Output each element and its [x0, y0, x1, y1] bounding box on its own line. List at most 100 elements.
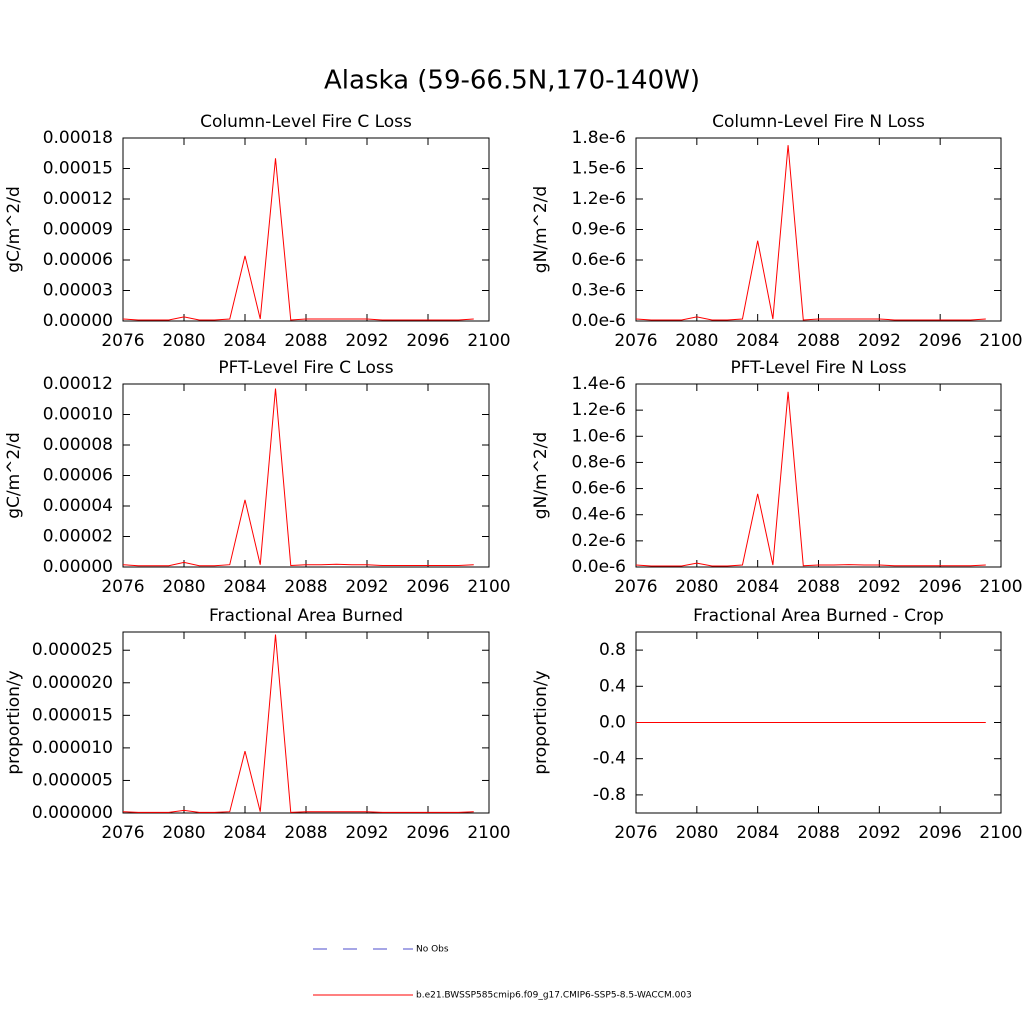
y-tick-label: 0.9e-6	[572, 220, 626, 240]
data-line	[122, 634, 474, 813]
y-tick-label: 0.6e-6	[572, 250, 626, 270]
x-tick-label: 2084	[736, 331, 779, 351]
x-tick-label: 2100	[467, 331, 510, 351]
x-tick-label: 2096	[919, 577, 962, 597]
y-tick-label: 0.00006	[43, 250, 113, 270]
x-tick-label: 2080	[675, 577, 718, 597]
y-axis-label: proportion/y	[4, 670, 24, 774]
x-tick-label: 2096	[919, 331, 962, 351]
x-tick-label: 2084	[736, 823, 779, 843]
y-tick-label: 0.00000	[43, 311, 113, 331]
x-tick-label: 2080	[675, 823, 718, 843]
x-tick-label: 2100	[979, 577, 1022, 597]
x-tick-label: 2100	[467, 823, 510, 843]
x-tick-label: 2092	[858, 823, 901, 843]
x-tick-label: 2080	[162, 331, 205, 351]
y-tick-label: 0.00004	[43, 496, 113, 516]
y-tick-label: 0.000000	[32, 803, 113, 823]
panel-title: Column-Level Fire C Loss	[200, 112, 412, 132]
x-tick-label: 2092	[345, 331, 388, 351]
x-tick-label: 2100	[467, 577, 510, 597]
x-tick-label: 2076	[101, 331, 144, 351]
y-axis-label: gC/m^2/d	[4, 432, 24, 519]
y-tick-label: 0.0e-6	[572, 311, 626, 331]
y-tick-label: 0.00015	[43, 159, 113, 179]
x-tick-label: 2088	[284, 823, 327, 843]
y-tick-label: 0.00003	[43, 281, 113, 301]
panel-title: Column-Level Fire N Loss	[712, 112, 925, 132]
y-tick-label: 0.00010	[43, 405, 113, 425]
x-tick-label: 2076	[614, 823, 657, 843]
x-tick-label: 2088	[284, 577, 327, 597]
y-tick-label: 0.00008	[43, 435, 113, 455]
y-tick-label: -0.8	[593, 785, 626, 805]
y-tick-label: 1.5e-6	[572, 159, 626, 179]
data-line	[635, 145, 986, 321]
x-tick-label: 2092	[345, 577, 388, 597]
legend-label: No Obs	[416, 945, 449, 955]
y-tick-label: 0.8	[599, 640, 626, 660]
legend-label: b.e21.BWSSP585cmip6.f09_g17.CMIP6-SSP5-8…	[416, 991, 692, 1001]
panel-title: PFT-Level Fire N Loss	[730, 358, 906, 378]
data-line	[122, 388, 474, 567]
y-tick-label: 0.00002	[43, 527, 113, 547]
x-tick-label: 2092	[858, 577, 901, 597]
x-tick-label: 2084	[736, 577, 779, 597]
data-line	[635, 391, 986, 567]
x-tick-label: 2084	[223, 331, 266, 351]
x-tick-label: 2092	[858, 331, 901, 351]
x-tick-label: 2096	[919, 823, 962, 843]
y-tick-label: 0.4e-6	[572, 505, 626, 525]
panel-title: Fractional Area Burned	[209, 606, 403, 626]
x-tick-label: 2076	[101, 577, 144, 597]
x-tick-label: 2100	[979, 331, 1022, 351]
x-tick-label: 2080	[162, 577, 205, 597]
y-tick-label: 0.00018	[43, 128, 113, 148]
y-tick-label: 1.2e-6	[572, 400, 626, 420]
y-tick-label: 0.00009	[43, 220, 113, 240]
y-tick-label: 0.2e-6	[572, 531, 626, 551]
x-tick-label: 2096	[406, 823, 449, 843]
y-tick-label: 0.00012	[43, 374, 113, 394]
y-tick-label: 0.000025	[32, 640, 113, 660]
figure-title: Alaska (59-66.5N,170-140W)	[324, 66, 700, 96]
x-tick-label: 2080	[675, 331, 718, 351]
x-tick-label: 2088	[797, 577, 840, 597]
x-tick-label: 2076	[101, 823, 144, 843]
y-axis-label: gN/m^2/d	[531, 432, 551, 519]
panel-title: Fractional Area Burned - Crop	[693, 606, 944, 626]
x-tick-label: 2080	[162, 823, 205, 843]
x-tick-label: 2096	[406, 331, 449, 351]
data-line	[122, 158, 474, 321]
y-tick-label: 0.4	[599, 676, 626, 696]
y-tick-label: 0.6e-6	[572, 479, 626, 499]
panel-title: PFT-Level Fire C Loss	[218, 358, 393, 378]
y-tick-label: 0.00000	[43, 557, 113, 577]
y-tick-label: 1.2e-6	[572, 189, 626, 209]
y-tick-label: 0.0e-6	[572, 557, 626, 577]
y-tick-label: 0.8e-6	[572, 452, 626, 472]
y-tick-label: 1.8e-6	[572, 128, 626, 148]
y-axis-label: gC/m^2/d	[4, 186, 24, 273]
y-axis-label: proportion/y	[531, 670, 551, 774]
x-tick-label: 2088	[797, 331, 840, 351]
x-tick-label: 2100	[979, 823, 1022, 843]
x-tick-label: 2088	[797, 823, 840, 843]
y-tick-label: 0.000015	[32, 705, 113, 725]
x-tick-label: 2084	[223, 577, 266, 597]
x-tick-label: 2076	[614, 331, 657, 351]
y-tick-label: 0.000020	[32, 673, 113, 693]
y-tick-label: 0.000005	[32, 770, 113, 790]
x-tick-label: 2084	[223, 823, 266, 843]
y-tick-label: -0.4	[593, 749, 626, 769]
x-tick-label: 2092	[345, 823, 388, 843]
y-axis-label: gN/m^2/d	[531, 186, 551, 273]
y-tick-label: 1.0e-6	[572, 426, 626, 446]
x-tick-label: 2096	[406, 577, 449, 597]
y-tick-label: 0.00006	[43, 466, 113, 486]
x-tick-label: 2076	[614, 577, 657, 597]
y-tick-label: 1.4e-6	[572, 374, 626, 394]
x-tick-label: 2088	[284, 331, 327, 351]
y-tick-label: 0.000010	[32, 738, 113, 758]
